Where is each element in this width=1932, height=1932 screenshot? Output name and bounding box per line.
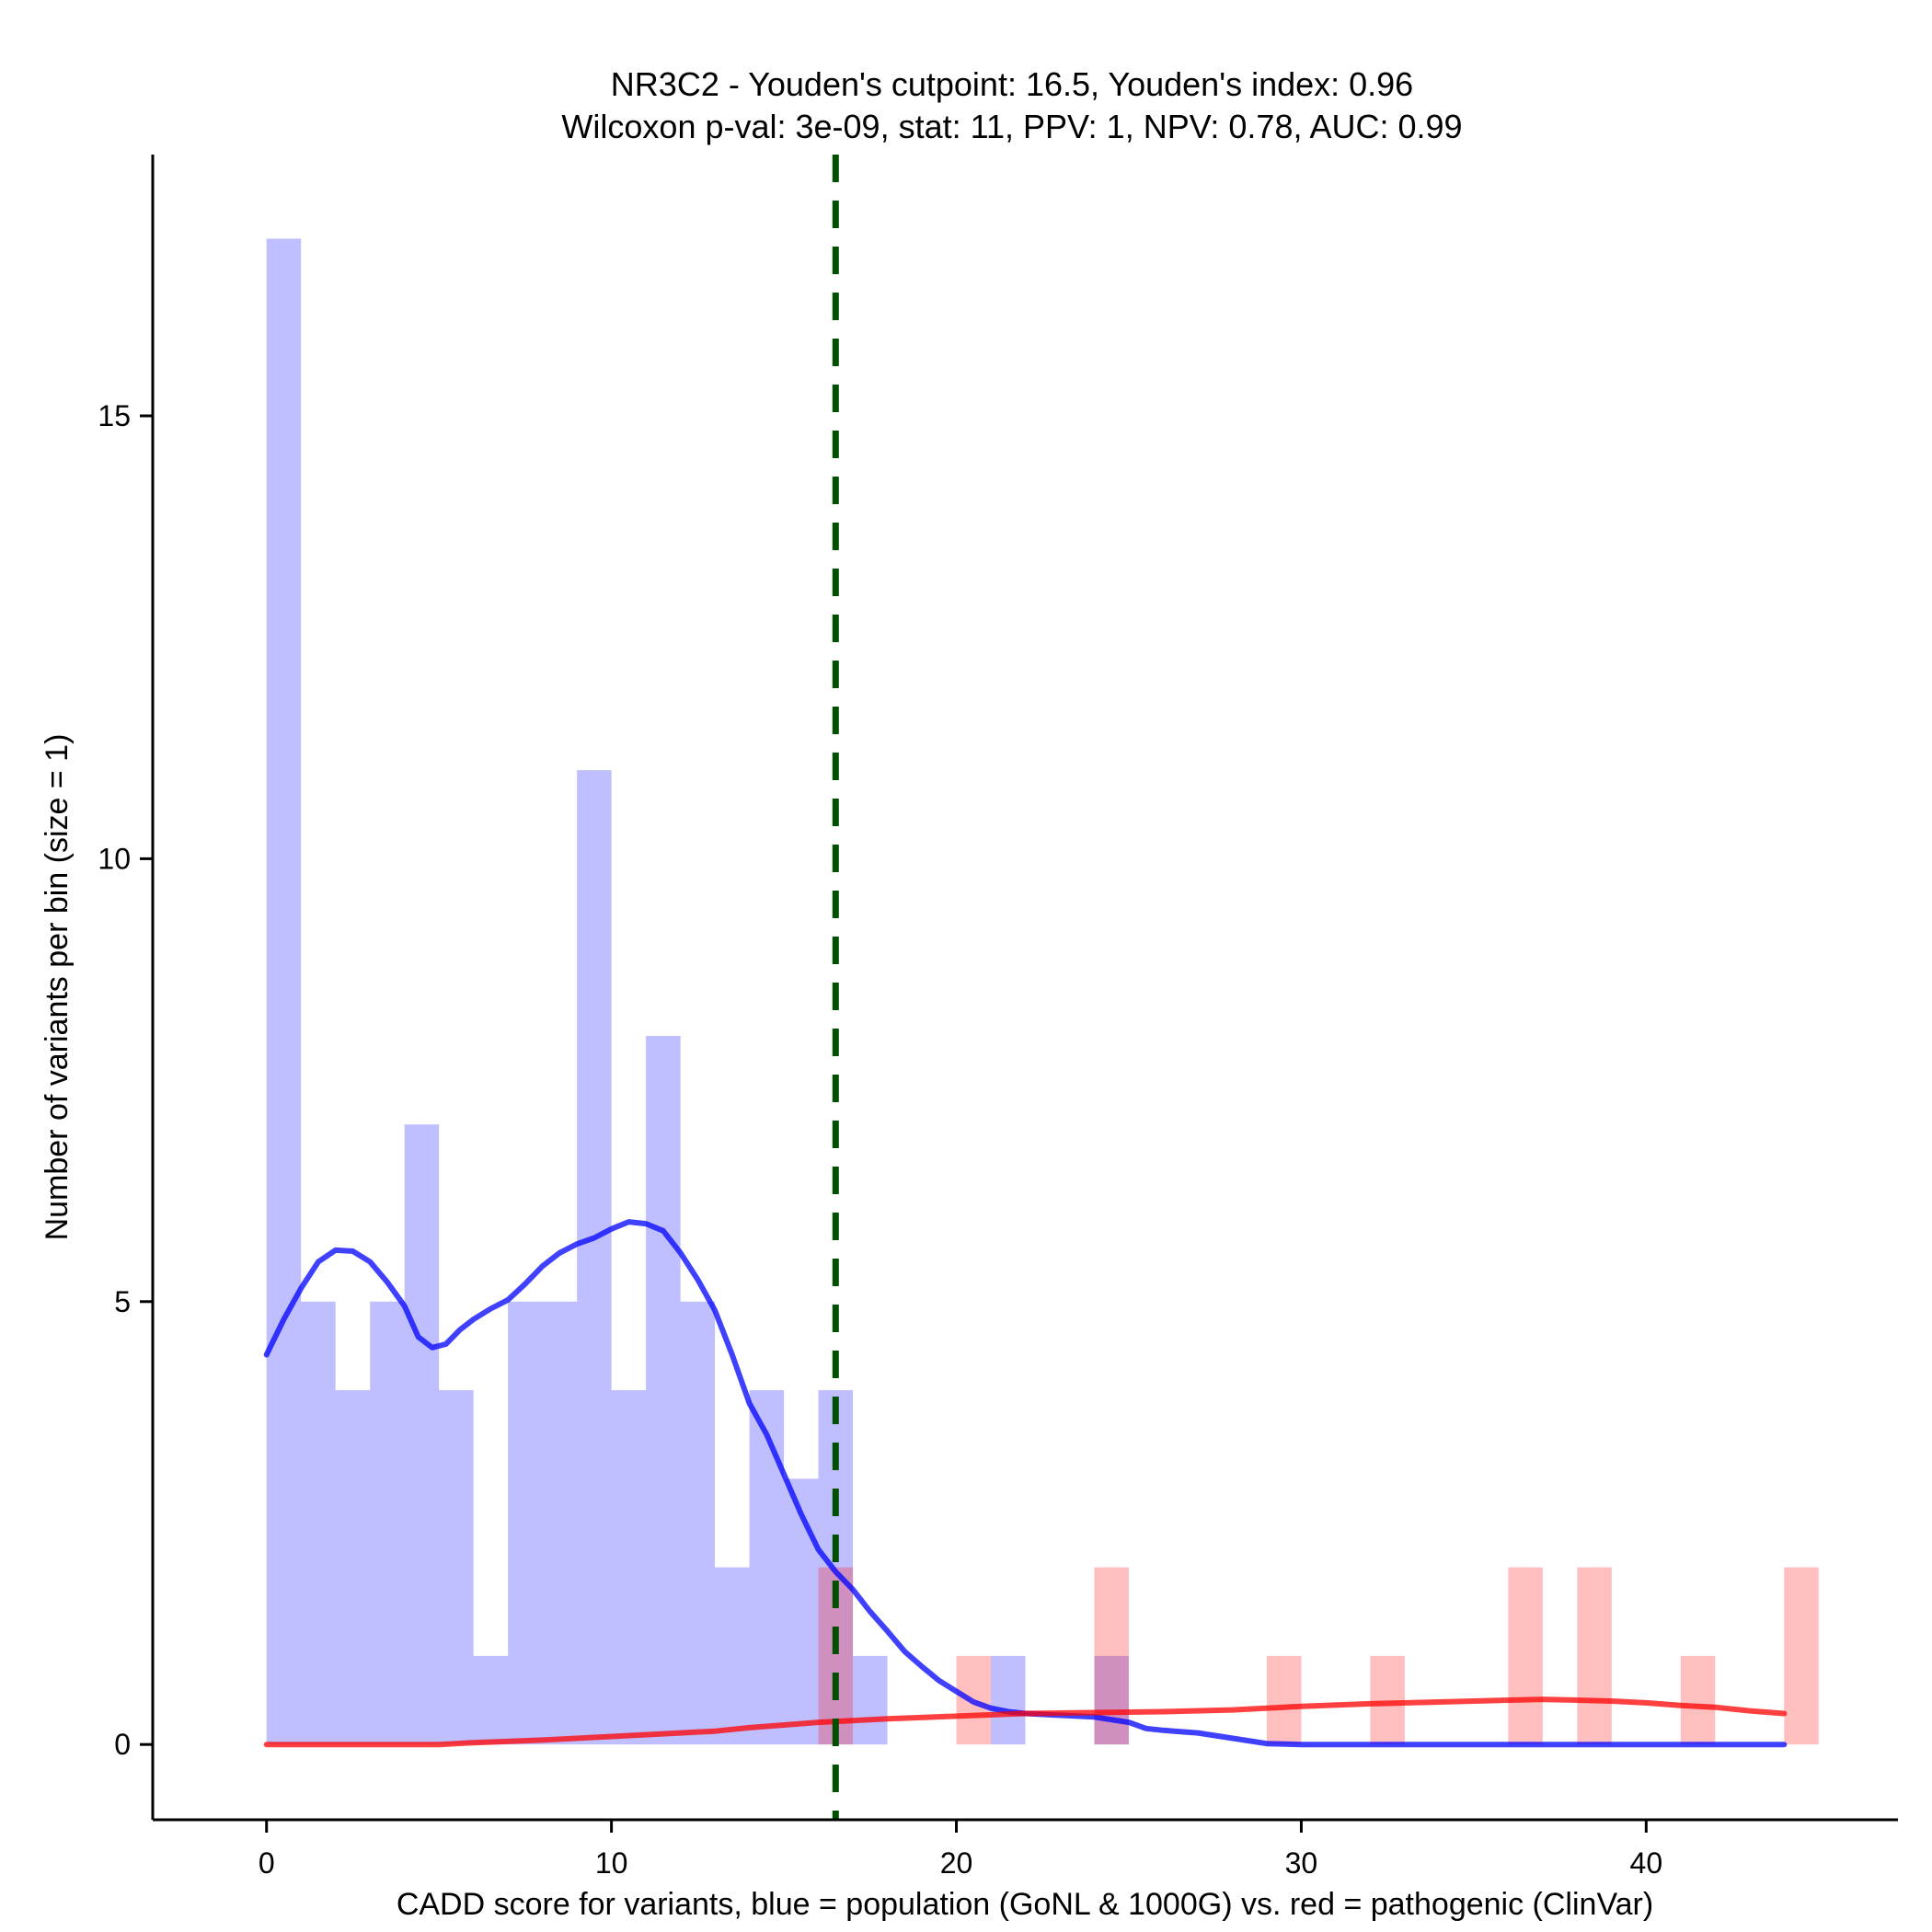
pathogenic-density-curve bbox=[263, 1696, 1788, 1748]
population-bar-11 bbox=[646, 1035, 681, 1745]
population-bars bbox=[266, 238, 1129, 1745]
population-bar-0 bbox=[266, 238, 302, 1745]
x-tick-label-10: 10 bbox=[595, 1846, 628, 1880]
pathogenic-bar-32 bbox=[1370, 1655, 1405, 1745]
y-tick-label-15: 15 bbox=[98, 399, 131, 432]
plot-area bbox=[263, 155, 1819, 1820]
population-bar-12 bbox=[680, 1301, 716, 1745]
population-bar-24 bbox=[1094, 1655, 1129, 1745]
population-bar-10 bbox=[611, 1390, 647, 1745]
population-bar-13 bbox=[715, 1567, 750, 1745]
population-bar-2 bbox=[335, 1390, 371, 1745]
pathogenic-bar-38 bbox=[1577, 1567, 1612, 1745]
population-bar-6 bbox=[473, 1655, 509, 1745]
x-tick-label-20: 20 bbox=[940, 1846, 973, 1880]
y-tick-label-5: 5 bbox=[114, 1285, 131, 1318]
population-bar-4 bbox=[404, 1124, 440, 1745]
population-bar-21 bbox=[991, 1655, 1026, 1745]
x-tick-label-0: 0 bbox=[259, 1846, 275, 1880]
population-bar-15 bbox=[784, 1478, 819, 1745]
pathogenic-bar-29 bbox=[1266, 1655, 1302, 1745]
population-bar-8 bbox=[542, 1301, 578, 1745]
population-bar-9 bbox=[577, 770, 612, 1745]
pathogenic-bar-36 bbox=[1508, 1567, 1543, 1745]
chart-title: NR3C2 - Youden's cutpoint: 16.5, Youden'… bbox=[561, 65, 1462, 145]
pathogenic-bar-44 bbox=[1784, 1567, 1819, 1745]
chart-title-line-2: Wilcoxon p-val: 3e-09, stat: 11, PPV: 1,… bbox=[561, 108, 1462, 145]
y-tick-label-0: 0 bbox=[114, 1728, 131, 1761]
population-bar-3 bbox=[370, 1301, 405, 1745]
population-density-curve bbox=[263, 1219, 1788, 1748]
pathogenic-bar-41 bbox=[1680, 1655, 1716, 1745]
population-bar-1 bbox=[301, 1301, 336, 1745]
x-axis-label: CADD score for variants, blue = populati… bbox=[397, 1887, 1653, 1922]
x-tick-label-40: 40 bbox=[1630, 1846, 1663, 1880]
x-axis-ticks: 0 10 20 30 40 bbox=[259, 1820, 1662, 1880]
y-tick-label-10: 10 bbox=[98, 842, 131, 875]
x-tick-label-30: 30 bbox=[1285, 1846, 1318, 1880]
population-bar-17 bbox=[853, 1655, 888, 1745]
population-bar-14 bbox=[749, 1390, 785, 1745]
y-axis-ticks: 0 5 10 15 bbox=[98, 399, 153, 1761]
chart-title-line-1: NR3C2 - Youden's cutpoint: 16.5, Youden'… bbox=[611, 65, 1413, 103]
y-axis-label: Number of variants per bin (size = 1) bbox=[40, 734, 75, 1241]
population-bar-7 bbox=[508, 1301, 543, 1745]
population-bar-5 bbox=[439, 1390, 474, 1745]
